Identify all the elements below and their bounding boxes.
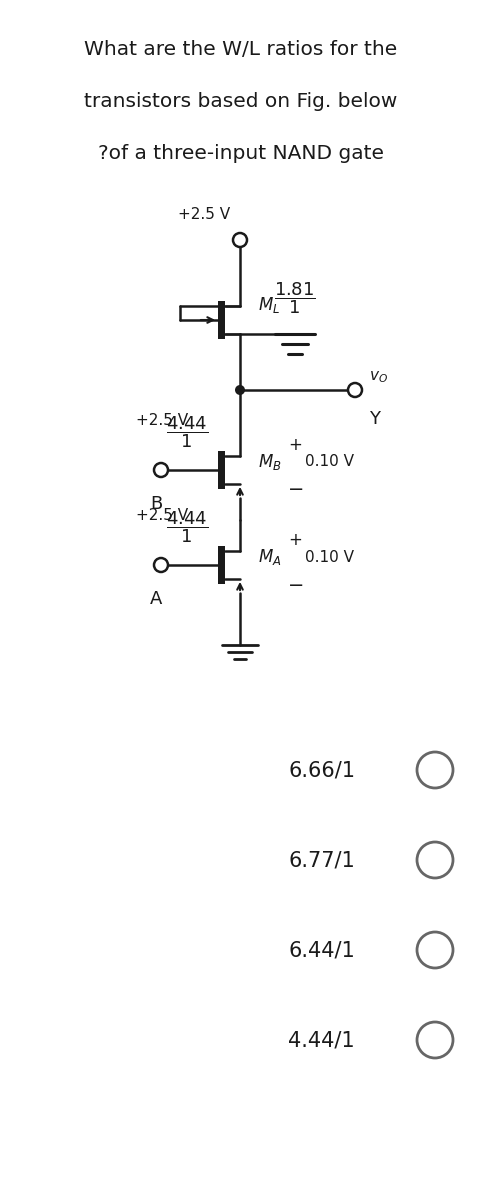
Bar	[218, 546, 225, 584]
Text: Y: Y	[369, 410, 380, 428]
Text: 6.44/1: 6.44/1	[288, 940, 355, 960]
Text: $\dfrac{1.81}{1}$: $\dfrac{1.81}{1}$	[274, 280, 316, 316]
Bar	[218, 301, 225, 338]
Text: +: +	[288, 530, 302, 550]
Text: +: +	[288, 436, 302, 454]
Text: +2.5 V: +2.5 V	[136, 508, 188, 523]
Circle shape	[417, 842, 453, 878]
Text: $M_B$: $M_B$	[258, 452, 282, 472]
Circle shape	[417, 932, 453, 968]
Circle shape	[348, 383, 362, 397]
Circle shape	[233, 233, 247, 247]
Text: $M_L$: $M_L$	[258, 295, 280, 314]
Text: 0.10 V: 0.10 V	[305, 455, 354, 469]
Text: $v_O$: $v_O$	[369, 370, 388, 385]
Text: $M_A$: $M_A$	[258, 547, 282, 566]
Text: −: −	[288, 480, 304, 499]
Text: 0.10 V: 0.10 V	[305, 550, 354, 564]
Text: +2.5 V: +2.5 V	[178, 206, 230, 222]
Circle shape	[235, 385, 245, 395]
Circle shape	[417, 1022, 453, 1058]
Text: A: A	[150, 590, 162, 608]
Text: $\dfrac{4.44}{1}$: $\dfrac{4.44}{1}$	[166, 414, 208, 450]
Text: $\dfrac{4.44}{1}$: $\dfrac{4.44}{1}$	[166, 509, 208, 545]
Circle shape	[154, 463, 168, 476]
Text: transistors based on Fig. below: transistors based on Fig. below	[85, 92, 398, 110]
Text: 4.44/1: 4.44/1	[288, 1030, 355, 1050]
Circle shape	[417, 752, 453, 788]
Text: 6.77/1: 6.77/1	[288, 850, 355, 870]
Circle shape	[154, 558, 168, 572]
Text: −: −	[288, 576, 304, 594]
Text: 6.66/1: 6.66/1	[288, 760, 355, 780]
Text: ?of a three-input NAND gate: ?of a three-input NAND gate	[98, 144, 384, 163]
Text: What are the W/L ratios for the: What are the W/L ratios for the	[85, 40, 398, 59]
Bar	[218, 451, 225, 490]
Text: B: B	[150, 494, 162, 514]
Text: +2.5 V: +2.5 V	[136, 413, 188, 428]
